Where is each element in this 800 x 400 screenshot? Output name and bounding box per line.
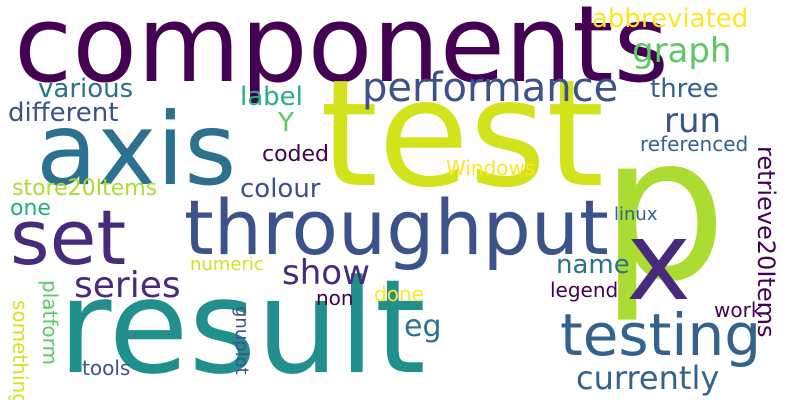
word-tools: tools bbox=[82, 356, 131, 380]
word-colour: colour bbox=[240, 174, 321, 204]
word-various: various bbox=[38, 74, 134, 104]
word-test: test bbox=[320, 48, 605, 220]
word-work: work bbox=[714, 298, 763, 322]
word-linux: linux bbox=[614, 204, 658, 225]
word-show: show bbox=[282, 253, 370, 293]
word-three: three bbox=[650, 74, 719, 104]
word-referenced: referenced bbox=[640, 132, 749, 156]
word-axis: axis bbox=[36, 91, 237, 208]
word-different: different bbox=[8, 98, 119, 128]
word-throughput: throughput bbox=[184, 183, 609, 272]
word-currently: currently bbox=[576, 359, 720, 397]
word-abbreviated: abbreviated bbox=[592, 4, 749, 34]
word-eg: eg bbox=[404, 309, 442, 344]
word-label: label bbox=[240, 82, 303, 112]
word-performance: performance bbox=[362, 65, 619, 111]
word-one: one bbox=[10, 196, 51, 221]
word-legend: legend bbox=[550, 278, 619, 302]
word-numeric: numeric bbox=[190, 254, 264, 275]
word-series: series bbox=[74, 265, 181, 306]
word-components: components bbox=[14, 0, 669, 106]
word-y: Y bbox=[278, 108, 294, 138]
word-platform: platform bbox=[38, 280, 62, 365]
word-something: something bbox=[8, 300, 32, 400]
word-result: result bbox=[58, 251, 426, 400]
word-testing: testing bbox=[560, 301, 762, 369]
word-p: p bbox=[600, 93, 727, 326]
word-done: done bbox=[374, 282, 424, 306]
word-run: run bbox=[664, 101, 722, 141]
word-gnuplot: gnuplot bbox=[231, 306, 252, 375]
word-graph: graph bbox=[632, 31, 732, 71]
word-store20Items: store20Items bbox=[12, 176, 158, 201]
word-retrieve20Items: retrieve20Items bbox=[752, 146, 780, 338]
word-x: x bbox=[626, 197, 692, 325]
word-windows: Windows bbox=[446, 156, 536, 180]
word-coded: coded bbox=[262, 142, 330, 167]
word-non: non bbox=[316, 286, 354, 310]
word-name: name bbox=[556, 250, 630, 280]
word-set: set bbox=[10, 193, 127, 282]
